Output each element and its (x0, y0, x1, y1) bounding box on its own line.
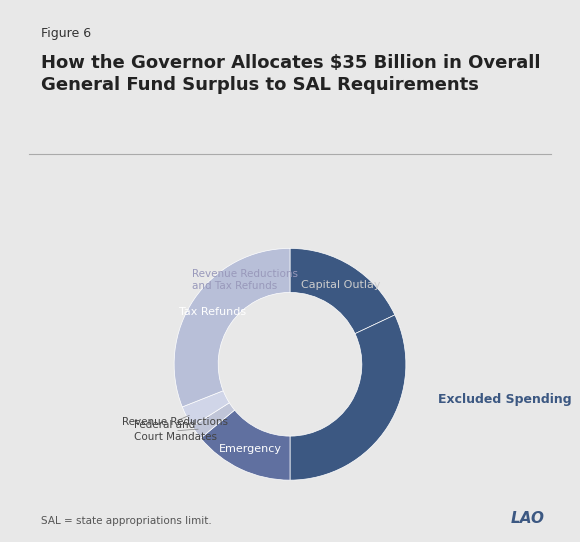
Text: Tax Refunds: Tax Refunds (179, 307, 246, 317)
Text: Capital Outlay: Capital Outlay (300, 280, 380, 290)
Text: How the Governor Allocates $35 Billion in Overall
General Fund Surplus to SAL Re: How the Governor Allocates $35 Billion i… (41, 54, 540, 94)
Wedge shape (290, 248, 395, 334)
Text: Revenue Reductions: Revenue Reductions (122, 415, 228, 427)
Wedge shape (182, 391, 229, 427)
Wedge shape (201, 410, 290, 480)
Wedge shape (192, 403, 235, 438)
Wedge shape (174, 248, 290, 407)
Text: Emergency: Emergency (219, 444, 281, 454)
Text: SAL = state appropriations limit.: SAL = state appropriations limit. (41, 516, 211, 526)
Wedge shape (290, 315, 406, 480)
Text: LAO: LAO (510, 511, 545, 526)
Text: Federal and
Court Mandates: Federal and Court Mandates (133, 420, 216, 442)
Text: Revenue Reductions
and Tax Refunds: Revenue Reductions and Tax Refunds (191, 269, 298, 291)
Text: Excluded Spending: Excluded Spending (438, 392, 572, 405)
Text: Figure 6: Figure 6 (41, 27, 90, 40)
